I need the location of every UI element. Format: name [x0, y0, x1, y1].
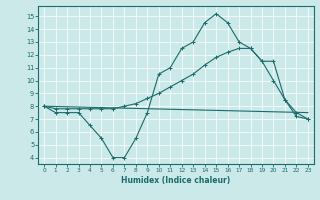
X-axis label: Humidex (Indice chaleur): Humidex (Indice chaleur) [121, 176, 231, 185]
